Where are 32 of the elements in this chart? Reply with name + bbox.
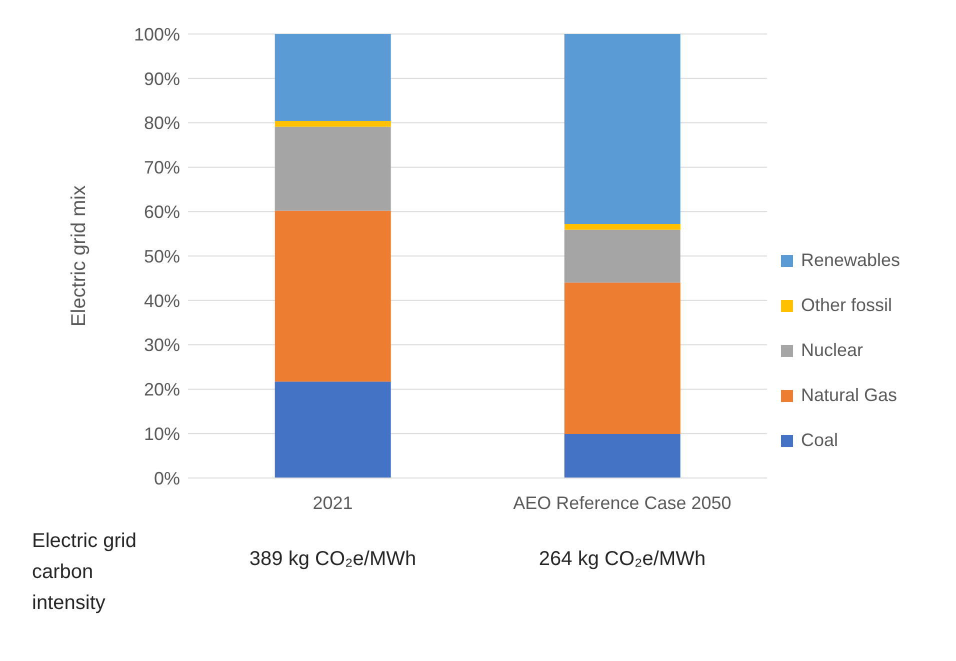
legend-label: Renewables — [801, 250, 900, 271]
bar — [564, 34, 680, 224]
legend-label: Natural Gas — [801, 385, 898, 406]
y-tick-label: 0% — [154, 468, 180, 488]
y-tick-label: 30% — [144, 335, 180, 356]
y-tick-label: 20% — [144, 380, 180, 400]
y-tick-label: 100% — [134, 24, 180, 44]
y-tick-label: 40% — [144, 290, 180, 311]
y-tick-label: 60% — [144, 202, 180, 222]
text: Electric grid carbon intensity — [32, 529, 138, 616]
text: 389 kg CO₂e/MWh — [248, 548, 418, 571]
y-tick-label: 70% — [144, 158, 180, 178]
bar — [274, 126, 391, 211]
bar — [274, 34, 391, 122]
y-tick-label: 10% — [144, 424, 180, 444]
legend-label: Other fossil — [801, 295, 892, 316]
y-tick-label: 80% — [144, 113, 180, 134]
x-tick-label: AEO Reference Case 2050 — [513, 492, 732, 513]
bar — [274, 210, 391, 382]
bar — [564, 434, 680, 478]
bar — [564, 224, 680, 230]
text: 264 kg CO₂e/MWh — [538, 548, 707, 571]
bar — [274, 382, 391, 478]
y-tick-label: 50% — [144, 246, 180, 266]
y-tick-label: 90% — [144, 68, 180, 89]
legend-label: Coal — [801, 430, 838, 451]
bar — [274, 121, 391, 127]
y-axis-title: Electric grid mix — [68, 185, 90, 327]
x-tick-label: 2021 — [312, 492, 353, 513]
legend-label: Nuclear — [801, 340, 864, 361]
bar — [564, 282, 680, 434]
bar — [564, 230, 680, 283]
